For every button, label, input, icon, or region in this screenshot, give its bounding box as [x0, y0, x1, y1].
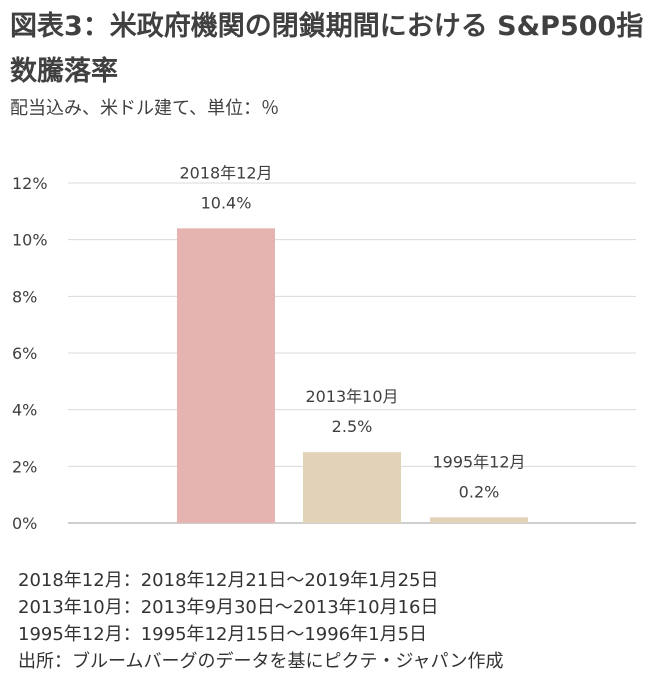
period-note-1995: 1995年12月：1995年12月15日～1996年1月5日: [18, 624, 428, 645]
source-note: 出所：ブルームバーグのデータを基にピクテ・ジャパン作成: [18, 651, 504, 672]
category-label: 2018年12月: [179, 163, 272, 182]
bars: [177, 228, 528, 523]
period-note-2018: 2018年12月：2018年12月21日～2019年1月25日: [18, 570, 439, 591]
bar-chart: 0% 2% 4% 6% 8% 10% 12% 2018年12月 10.4% 2013年10月 2.…: [12, 163, 636, 533]
bar: [430, 517, 528, 523]
category-label: 1995年12月: [432, 452, 525, 471]
footnotes: 2018年12月：2018年12月21日～2019年1月25日 2013年10月…: [18, 567, 503, 675]
category-label: 2013年10月: [305, 387, 398, 406]
gridlines: [68, 182, 636, 524]
chart-title: 図表3：米政府機関の閉鎖期間における S&P500指数騰落率: [10, 11, 644, 87]
period-note-2013: 2013年10月：2013年9月30日～2013年10月16日: [18, 597, 439, 618]
y-axis-tick-labels: 0% 2% 4% 6% 8% 10% 12%: [12, 174, 48, 533]
bar: [177, 228, 275, 523]
value-label: 0.2%: [459, 482, 500, 501]
y-tick-label: 12%: [12, 174, 48, 193]
bar: [303, 452, 401, 523]
y-tick-label: 8%: [12, 287, 37, 306]
y-tick-label: 10%: [12, 231, 48, 250]
chart-subtitle: 配当込み、米ドル建て、単位：％: [10, 98, 280, 119]
value-label: 2.5%: [332, 417, 373, 436]
y-tick-label: 4%: [12, 401, 37, 420]
y-tick-label: 0%: [12, 514, 37, 533]
bar-labels: 2018年12月 10.4% 2013年10月 2.5% 1995年12月 0.2%: [179, 163, 525, 501]
y-tick-label: 6%: [12, 344, 37, 363]
value-label: 10.4%: [201, 193, 252, 212]
y-tick-label: 2%: [12, 457, 37, 476]
